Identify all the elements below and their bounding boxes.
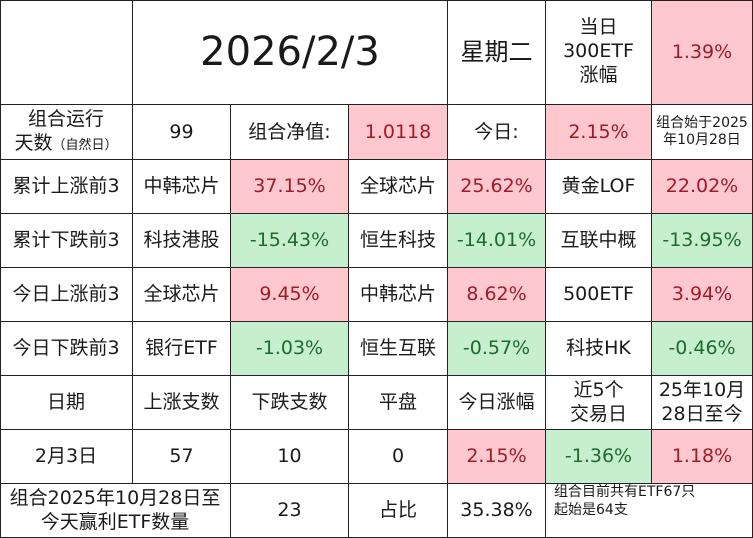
col-header-flat: 平盘: [349, 376, 448, 430]
ranking-item-name: 科技HK: [546, 322, 652, 376]
etf-count-note-line1: 组合目前共有ETF67只: [554, 484, 696, 500]
etf300-label-line1: 当日: [579, 16, 618, 39]
days-label: 组合运行 天数（自然日）: [0, 105, 133, 160]
stats-up-count: 57: [133, 430, 231, 484]
etf-count-note-line2: 起始是64支: [554, 501, 628, 518]
ranking-item-value: 8.62%: [448, 268, 546, 322]
days-label-note: （自然日）: [52, 138, 118, 153]
ranking-item-value: -0.46%: [652, 322, 753, 376]
col-header-since-line2: 28日至今: [661, 402, 743, 425]
ranking-item-value: 22.02%: [652, 160, 753, 214]
today-value: 2.15%: [546, 105, 652, 160]
col-header-up-count: 上涨支数: [133, 376, 231, 430]
etf300-label-line2: 300ETF: [563, 40, 634, 63]
ranking-item-value: -15.43%: [231, 214, 349, 268]
col-header-date: 日期: [0, 376, 133, 430]
report-weekday: 星期二: [448, 0, 546, 105]
ranking-item-name: 中韩芯片: [349, 268, 448, 322]
days-label-line1: 组合运行: [27, 108, 104, 131]
etf300-change-value: 1.39%: [652, 0, 753, 105]
ranking-item-name: 恒生科技: [349, 214, 448, 268]
profit-label-line2: 今天赢利ETF数量: [40, 510, 190, 533]
ranking-label: 今日下跌前3: [0, 322, 133, 376]
col-header-since-line1: 25年10月: [658, 378, 746, 401]
stats-date: 2月3日: [0, 430, 133, 484]
ranking-item-value: 3.94%: [652, 268, 753, 322]
stats-since: 1.18%: [652, 430, 753, 484]
stats-flat: 0: [349, 430, 448, 484]
profit-label-line1: 组合2025年10月28日至: [9, 486, 221, 509]
header-blank-cell: [0, 0, 133, 105]
ranking-item-value: -14.01%: [448, 214, 546, 268]
profit-count: 23: [231, 484, 349, 538]
stats-down-count: 10: [231, 430, 349, 484]
ranking-item-name: 500ETF: [546, 268, 652, 322]
days-value: 99: [133, 105, 231, 160]
days-label-line2-wrap: 天数（自然日）: [14, 132, 117, 156]
ranking-item-value: 9.45%: [231, 268, 349, 322]
col-header-last5-line1: 近5个: [573, 378, 624, 401]
ranking-item-name: 全球芯片: [349, 160, 448, 214]
ranking-item-name: 全球芯片: [133, 268, 231, 322]
ranking-item-value: 25.62%: [448, 160, 546, 214]
col-header-last5: 近5个 交易日: [546, 376, 652, 430]
ranking-item-name: 科技港股: [133, 214, 231, 268]
ranking-item-value: -13.95%: [652, 214, 753, 268]
ratio-value: 35.38%: [448, 484, 546, 538]
start-note: 组合始于2025 年10月28日: [652, 105, 753, 160]
col-header-last5-line2: 交易日: [569, 402, 627, 425]
etf300-label-line3: 涨幅: [579, 63, 618, 86]
start-note-line2: 年10月28日: [663, 132, 741, 148]
ranking-item-value: -0.57%: [448, 322, 546, 376]
col-header-today-change: 今日涨幅: [448, 376, 546, 430]
ranking-item-name: 黄金LOF: [546, 160, 652, 214]
nav-value: 1.0118: [349, 105, 448, 160]
ranking-item-name: 恒生互联: [349, 322, 448, 376]
stats-today-change: 2.15%: [448, 430, 546, 484]
nav-label: 组合净值:: [231, 105, 349, 160]
col-header-down-count: 下跌支数: [231, 376, 349, 430]
ranking-label: 累计下跌前3: [0, 214, 133, 268]
profit-label: 组合2025年10月28日至 今天赢利ETF数量: [0, 484, 231, 538]
ranking-item-value: 37.15%: [231, 160, 349, 214]
ranking-label: 累计上涨前3: [0, 160, 133, 214]
ranking-item-name: 互联中概: [546, 214, 652, 268]
start-note-line1: 组合始于2025: [656, 114, 748, 131]
ratio-label: 占比: [349, 484, 448, 538]
today-label: 今日:: [448, 105, 546, 160]
stats-last5: -1.36%: [546, 430, 652, 484]
etf-count-note: 组合目前共有ETF67只 起始是64支: [546, 484, 753, 538]
report-date: 2026/2/3: [133, 0, 448, 105]
col-header-since: 25年10月 28日至今: [652, 376, 753, 430]
days-label-line2: 天数: [14, 132, 53, 154]
etf300-label: 当日 300ETF 涨幅: [546, 0, 652, 105]
ranking-item-name: 银行ETF: [133, 322, 231, 376]
ranking-item-name: 中韩芯片: [133, 160, 231, 214]
ranking-label: 今日上涨前3: [0, 268, 133, 322]
ranking-item-value: -1.03%: [231, 322, 349, 376]
